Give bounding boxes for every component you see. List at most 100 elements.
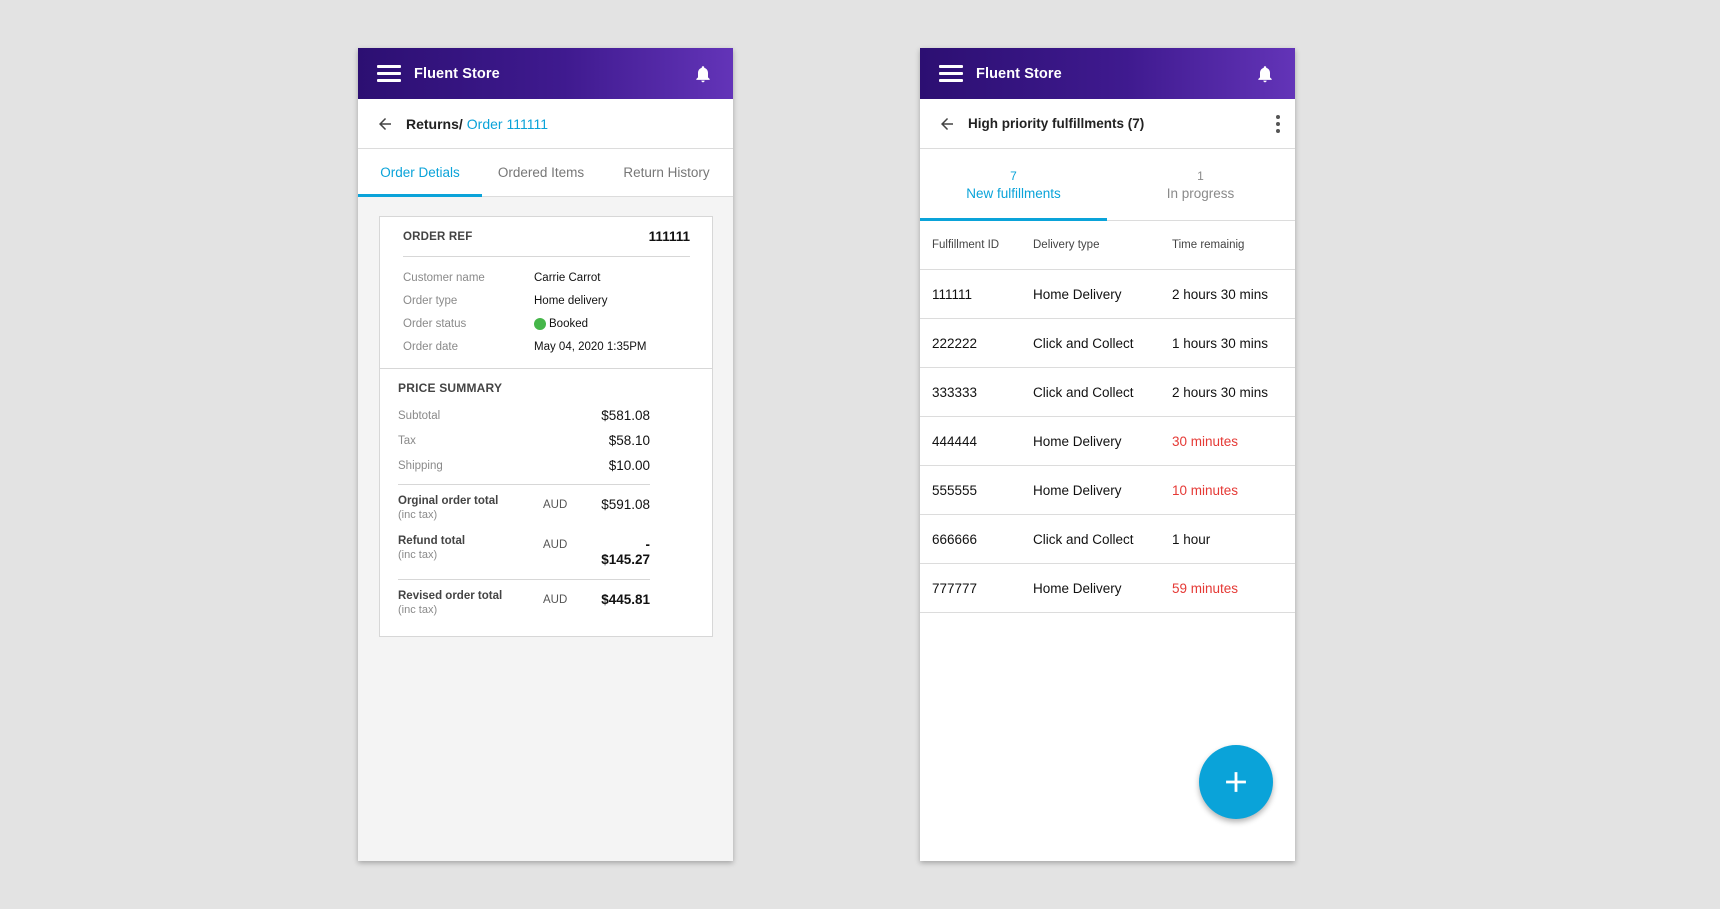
column-header-id[interactable]: Fulfillment ID (932, 239, 1000, 251)
tab-order-details[interactable]: Order Detials (358, 149, 482, 197)
tab-count: 7 (1010, 168, 1017, 183)
fulfillment-id: 777777 (932, 580, 978, 596)
time-remaining: 1 hour (1172, 531, 1211, 547)
total-label: Revised order total (398, 590, 503, 602)
price-summary-title: PRICE SUMMARY (398, 381, 503, 395)
breadcrumb-current[interactable]: Order 111111 (466, 115, 548, 132)
status-badge: Booked (534, 317, 589, 330)
order-card: ORDER REF 111111 Customer name Carrie Ca… (379, 216, 713, 637)
price-row-shipping: Shipping $10.00 (398, 453, 650, 478)
price-label: Subtotal (398, 409, 441, 422)
tab-ordered-items[interactable]: Ordered Items (497, 165, 585, 180)
table-row[interactable]: 555555 Home Delivery 10 minutes (920, 466, 1295, 515)
order-info-list: Customer name Carrie Carrot Order type H… (403, 257, 690, 358)
total-currency: AUD (543, 594, 568, 606)
delivery-type: Home Delivery (1033, 286, 1122, 302)
tab-return-history[interactable]: Return History (623, 165, 710, 180)
total-label: Refund total (398, 535, 466, 547)
table-row[interactable]: 777777 Home Delivery 59 minutes (920, 564, 1295, 613)
breadcrumb: Returns/ Order 111111 (358, 99, 733, 149)
fulfillment-id: 555555 (932, 482, 978, 498)
app-bar: Fluent Store (920, 48, 1295, 99)
fulfillment-id: 222222 (932, 335, 978, 351)
fulfillments-screen: Fluent Store High priority fulfillments … (920, 48, 1295, 861)
revised-total-row: Revised order total (inc tax) AUD $445.8… (398, 588, 650, 618)
app-bar: Fluent Store (358, 48, 733, 99)
status-text: Booked (549, 317, 589, 330)
tab-bar: Order Detials Ordered Items Return Histo… (358, 149, 733, 197)
more-vert-icon[interactable] (1275, 114, 1281, 133)
table-row[interactable]: 333333 Click and Collect 2 hours 30 mins (920, 368, 1295, 417)
table-header: Fulfillment ID Delivery type Time remain… (920, 221, 1295, 270)
total-sub: (inc tax) (398, 549, 438, 561)
time-remaining: 30 minutes (1172, 433, 1239, 449)
bell-icon[interactable] (1255, 63, 1275, 85)
fulfillment-id: 333333 (932, 384, 978, 400)
time-remaining: 10 minutes (1172, 482, 1239, 498)
order-ref-value: 111111 (648, 229, 690, 244)
time-remaining: 59 minutes (1172, 580, 1239, 596)
time-remaining: 1 hours 30 mins (1172, 335, 1269, 351)
total-amount: $445.81 (601, 592, 650, 607)
app-title: Fluent Store (976, 65, 1062, 82)
tab-in-progress[interactable]: 1 In progress (1107, 149, 1294, 220)
price-label: Shipping (398, 459, 443, 472)
info-label: Order date (403, 340, 458, 353)
delivery-type: Home Delivery (1033, 482, 1122, 498)
price-summary: PRICE SUMMARY Subtotal $581.08 Tax $58.1… (380, 368, 712, 636)
menu-icon[interactable] (377, 65, 401, 82)
total-sub: (inc tax) (398, 509, 438, 521)
info-row-order-date: Order date May 04, 2020 1:35PM (403, 335, 690, 358)
menu-icon[interactable] (939, 65, 963, 82)
info-value: May 04, 2020 1:35PM (534, 340, 647, 353)
refund-total-row: Refund total (inc tax) AUD - $145.27 (398, 533, 650, 569)
order-ref-label: ORDER REF (403, 230, 473, 243)
price-label: Tax (398, 434, 416, 447)
total-label: Orginal order total (398, 495, 499, 507)
bell-icon[interactable] (693, 63, 713, 85)
status-dot-icon (534, 317, 546, 330)
table-row[interactable]: 666666 Click and Collect 1 hour (920, 515, 1295, 564)
table-row[interactable]: 111111 Home Delivery 2 hours 30 mins (920, 270, 1295, 319)
fulfillment-id: 666666 (932, 531, 978, 547)
price-value: $581.08 (601, 408, 650, 423)
info-label: Order type (403, 294, 458, 307)
delivery-type: Click and Collect (1033, 531, 1134, 547)
info-row-order-type: Order type Home delivery (403, 289, 690, 312)
tab-count: 1 (1197, 168, 1204, 183)
price-value: $58.10 (608, 433, 650, 448)
order-ref-row: ORDER REF 111111 (403, 229, 690, 257)
delivery-type: Click and Collect (1033, 384, 1134, 400)
price-row-tax: Tax $58.10 (398, 428, 650, 453)
tab-label: New fulfillments (966, 185, 1061, 201)
info-value: Home delivery (534, 294, 608, 307)
column-header-delivery[interactable]: Delivery type (1033, 239, 1100, 251)
time-remaining: 2 hours 30 mins (1172, 384, 1269, 400)
divider (398, 579, 650, 580)
info-row-order-status: Order status Booked (403, 312, 690, 335)
page-title: High priority fulfillments (7) (968, 116, 1145, 131)
add-button[interactable] (1199, 745, 1273, 819)
back-arrow-icon[interactable] (376, 115, 394, 133)
delivery-type: Home Delivery (1033, 433, 1122, 449)
app-title: Fluent Store (414, 65, 500, 82)
table-row[interactable]: 222222 Click and Collect 1 hours 30 mins (920, 319, 1295, 368)
back-arrow-icon[interactable] (938, 115, 956, 133)
table-row[interactable]: 444444 Home Delivery 30 minutes (920, 417, 1295, 466)
info-label: Order status (403, 317, 467, 330)
tab-new-fulfillments[interactable]: 7 New fulfillments (920, 149, 1107, 221)
tab-bar: 7 New fulfillments 1 In progress (920, 149, 1295, 221)
total-currency: AUD (543, 499, 568, 511)
column-header-time[interactable]: Time remainig (1172, 239, 1245, 251)
order-details-screen: Fluent Store Returns/ Order 111111 Order… (358, 48, 733, 861)
fulfillment-list: 111111 Home Delivery 2 hours 30 mins 222222… (920, 270, 1295, 613)
tab-label: In progress (1166, 185, 1235, 201)
info-value: Carrie Carrot (534, 271, 601, 284)
total-amount: $591.08 (601, 497, 650, 512)
delivery-type: Click and Collect (1033, 335, 1134, 351)
divider (398, 484, 650, 485)
delivery-type: Home Delivery (1033, 580, 1122, 596)
breadcrumb-parent[interactable]: Returns/ (406, 115, 463, 132)
total-amount: - $145.27 (601, 537, 650, 567)
info-row-customer: Customer name Carrie Carrot (403, 266, 690, 289)
